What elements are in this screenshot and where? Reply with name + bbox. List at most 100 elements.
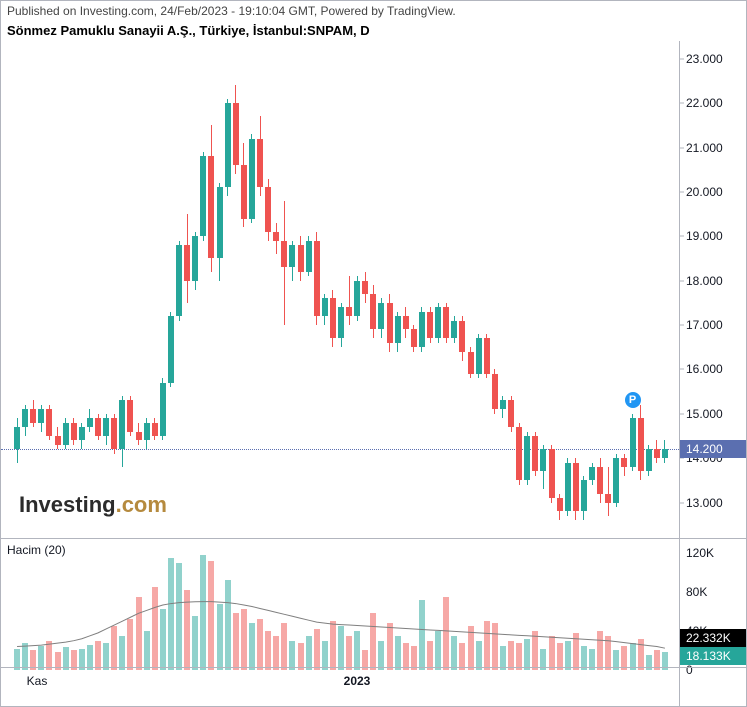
- candle-body: [200, 156, 206, 236]
- candle-body: [476, 338, 482, 374]
- candle-body: [500, 400, 506, 409]
- candle-body: [152, 423, 158, 436]
- volume-bar: [492, 623, 498, 670]
- volume-bar: [532, 631, 538, 670]
- volume-bar: [427, 641, 433, 670]
- candle-body: [605, 494, 611, 503]
- candle-body: [241, 165, 247, 218]
- price-ytick: 22.000: [686, 96, 723, 110]
- candle-body: [459, 321, 465, 352]
- volume-bar: [549, 636, 555, 670]
- volume-bar: [225, 580, 231, 670]
- volume-bar: [22, 643, 28, 670]
- volume-bar: [281, 623, 287, 670]
- price-ytick: 15.000: [686, 407, 723, 421]
- volume-bar: [468, 626, 474, 670]
- candle-body: [532, 436, 538, 472]
- price-ytick: 13.000: [686, 496, 723, 510]
- volume-bar: [273, 636, 279, 670]
- volume-bar: [184, 590, 190, 670]
- candle-body: [46, 409, 52, 436]
- candle-body: [524, 436, 530, 480]
- candle-body: [411, 329, 417, 347]
- volume-bar: [443, 597, 449, 670]
- candle-body: [565, 463, 571, 512]
- candle-body: [87, 418, 93, 427]
- volume-ytick: 120K: [686, 546, 714, 560]
- volume-ytick: 80K: [686, 585, 707, 599]
- time-axis[interactable]: Kas2023: [1, 667, 681, 706]
- volume-bar: [306, 636, 312, 670]
- chart-container: Published on Investing.com, 24/Feb/2023 …: [0, 0, 747, 707]
- volume-bar: [638, 639, 644, 670]
- p-badge: P: [625, 392, 641, 408]
- volume-bar: [435, 631, 441, 670]
- volume-bar: [573, 633, 579, 670]
- volume-bar: [136, 597, 142, 670]
- candle-body: [468, 352, 474, 374]
- chart-title: Sönmez Pamuklu Sanayii A.Ş., Türkiye, İs…: [7, 23, 370, 38]
- volume-bar: [95, 641, 101, 670]
- volume-bar: [524, 639, 530, 670]
- volume-bar: [111, 626, 117, 670]
- price-ytick: 19.000: [686, 229, 723, 243]
- volume-bar: [403, 643, 409, 670]
- time-tick: 2023: [344, 674, 371, 688]
- volume-bar: [249, 623, 255, 670]
- volume-bar: [322, 641, 328, 670]
- volume-axis[interactable]: 040K80K120K22.332K18.133K: [679, 538, 746, 670]
- volume-pane[interactable]: Hacim (20): [1, 538, 681, 670]
- volume-bar: [314, 629, 320, 670]
- price-ytick: 16.000: [686, 362, 723, 376]
- candle-body: [354, 281, 360, 317]
- candle-body: [630, 418, 636, 467]
- candle-body: [387, 303, 393, 343]
- candle-body: [225, 103, 231, 187]
- candle-body: [79, 427, 85, 440]
- price-ytick: 17.000: [686, 318, 723, 332]
- candle-body: [63, 423, 69, 445]
- volume-bar: [484, 621, 490, 670]
- candle-body: [249, 139, 255, 219]
- published-line: Published on Investing.com, 24/Feb/2023 …: [7, 4, 456, 18]
- last-price-line: [1, 449, 681, 450]
- candle-body: [662, 449, 668, 458]
- candle-body: [168, 316, 174, 383]
- volume-bar: [192, 616, 198, 670]
- candle-body: [427, 312, 433, 339]
- price-ytick: 20.000: [686, 185, 723, 199]
- price-pane[interactable]: PInvesting.com: [1, 41, 681, 538]
- volume-bar: [565, 641, 571, 670]
- candle-wick: [349, 276, 350, 325]
- candle-body: [573, 463, 579, 512]
- candle-body: [208, 156, 214, 258]
- volume-bar: [354, 631, 360, 670]
- candle-body: [557, 498, 563, 511]
- price-ytick: 23.000: [686, 52, 723, 66]
- volume-bar: [378, 641, 384, 670]
- price-ytick: 21.000: [686, 141, 723, 155]
- candle-body: [403, 316, 409, 329]
- candle-body: [395, 316, 401, 343]
- volume-bar: [46, 641, 52, 670]
- volume-bar: [289, 641, 295, 670]
- candle-body: [233, 103, 239, 165]
- volume-bar: [298, 643, 304, 670]
- candle-body: [581, 480, 587, 511]
- candle-body: [646, 449, 652, 471]
- candle-body: [298, 245, 304, 272]
- candle-body: [289, 245, 295, 267]
- volume-bar: [508, 641, 514, 670]
- candle-body: [55, 436, 61, 445]
- volume-bar: [144, 631, 150, 670]
- volume-last-badge: 18.133K: [680, 647, 746, 665]
- volume-bar: [208, 561, 214, 670]
- price-axis[interactable]: 13.00014.00015.00016.00017.00018.00019.0…: [679, 41, 746, 538]
- candle-body: [589, 467, 595, 480]
- candle-body: [95, 418, 101, 436]
- candle-body: [654, 449, 660, 458]
- candle-body: [265, 187, 271, 231]
- volume-bar: [241, 609, 247, 670]
- volume-bar: [217, 604, 223, 670]
- candle-body: [443, 307, 449, 338]
